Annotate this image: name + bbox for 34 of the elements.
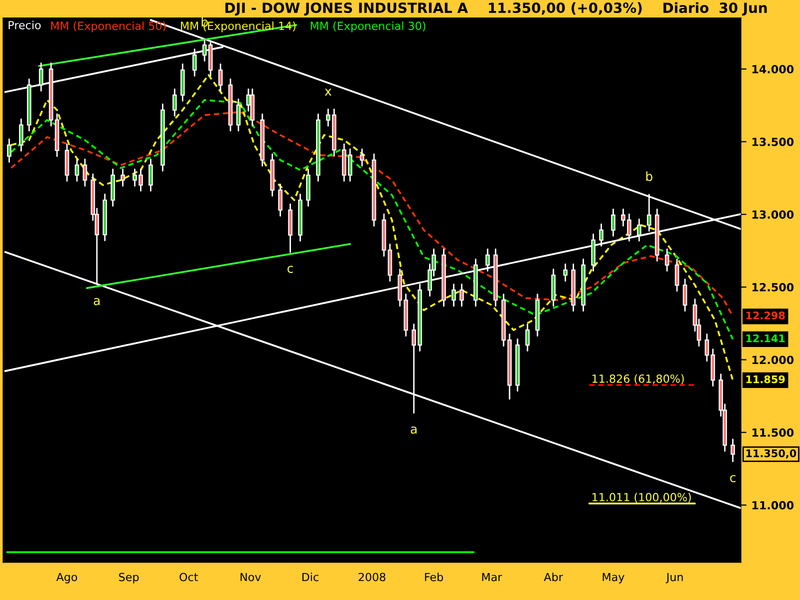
data-label: 12.298: [746, 312, 785, 320]
x-tick-label: Ago: [56, 572, 78, 584]
annotation: a: [94, 298, 100, 306]
x-tick-label: Feb: [425, 572, 444, 582]
x-tick-label: 2008: [358, 572, 386, 582]
x-tick-label: Sep: [119, 572, 139, 584]
y-tick-label: 13.000: [752, 210, 794, 219]
text: MM (Exponencial 50): [51, 21, 166, 32]
data-label: 11.859: [746, 375, 785, 384]
annotation: b: [646, 171, 652, 182]
y-tick-label: 13.500: [752, 138, 794, 146]
y-tick-label: 12.500: [752, 283, 794, 292]
y-tick-label: 11.500: [752, 428, 794, 437]
x-tick-label: Dic: [302, 572, 318, 582]
y-tick-label: 11.000: [752, 501, 794, 510]
chart-title: DJI - DOW JONES INDUSTRIAL A 11.350,00 (+0,03%) Diario 30 Jun: [225, 2, 767, 16]
x-tick-label: Jun: [666, 572, 683, 584]
x-tick-label: Nov: [240, 572, 261, 582]
x-tick-label: Mar: [482, 572, 502, 582]
x-tick-label: May: [602, 572, 624, 584]
x-tick-label: Abr: [544, 572, 564, 582]
annotation: c: [288, 266, 293, 273]
annotation: 11.826 (61,80%): [592, 374, 684, 384]
annotation: Precio: [8, 20, 41, 30]
annotation: a: [410, 426, 417, 434]
x-tick-label: Oct: [180, 572, 198, 582]
annotation: 11.011 (100,00%): [592, 492, 691, 503]
text: 11.350,0: [746, 449, 796, 459]
data-label: 12.141: [746, 334, 785, 342]
annotation: x: [324, 88, 332, 96]
y-tick-label: 14.000: [752, 64, 794, 74]
y-tick-label: 12.000: [752, 356, 794, 364]
text: MM (Exponencial 30): [310, 21, 426, 32]
annotation: c: [730, 475, 736, 482]
